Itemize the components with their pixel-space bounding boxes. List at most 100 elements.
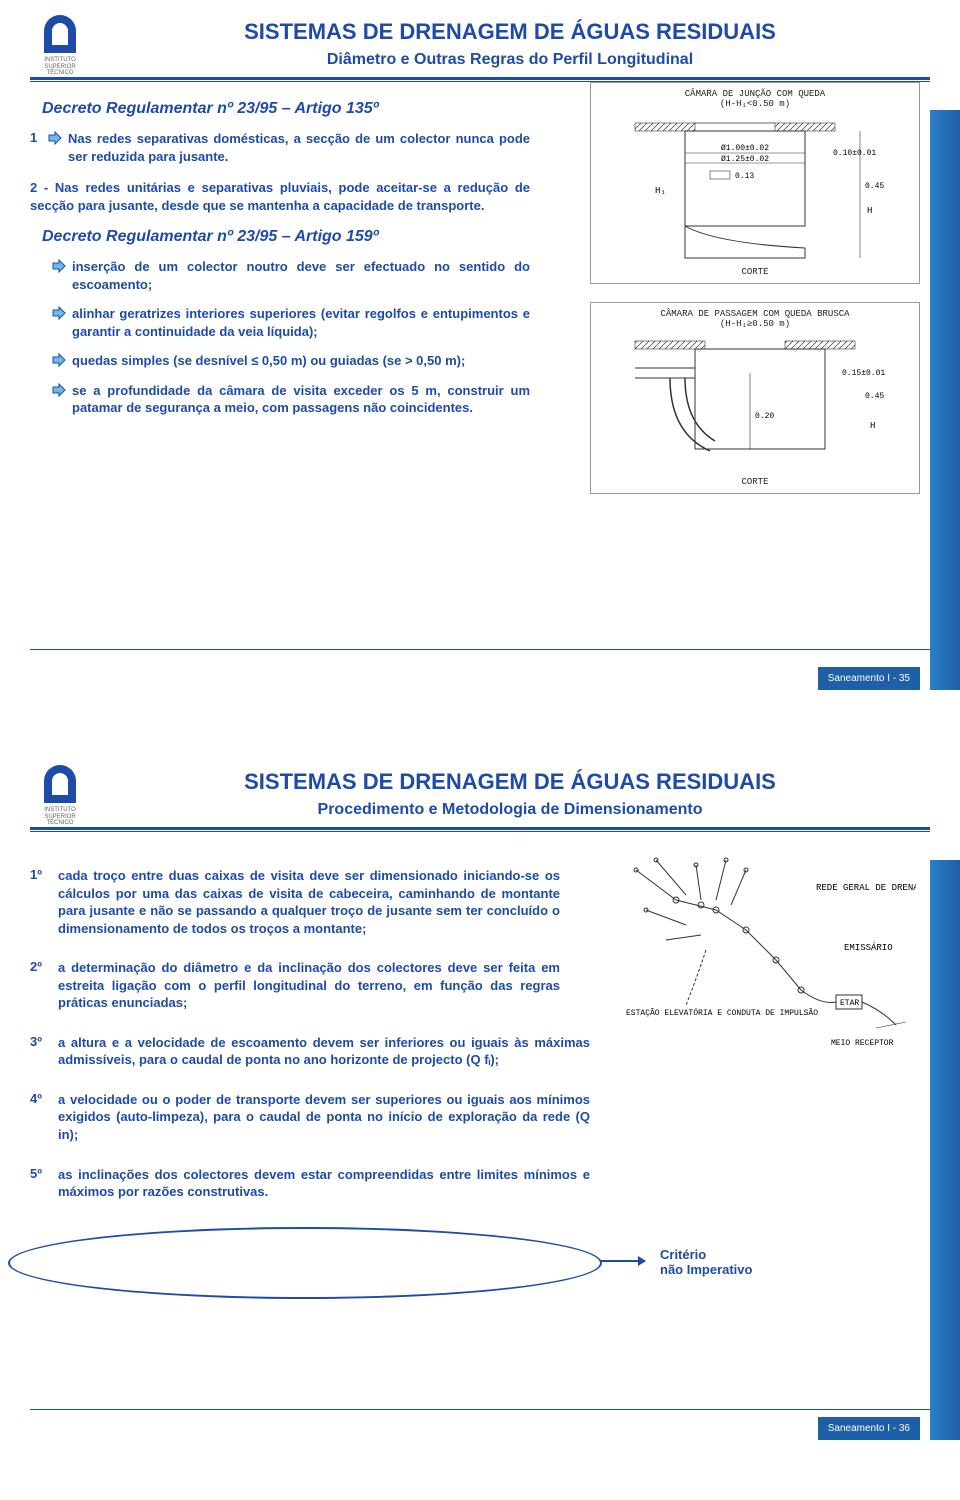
item-2-text: 2 - Nas redes unitárias e separativas pl… (30, 179, 530, 214)
arrow-icon (52, 259, 66, 273)
main-title: SISTEMAS DE DRENAGEM DE ÁGUAS RESIDUAIS (90, 19, 930, 45)
svg-text:Ø1.25±0.02: Ø1.25±0.02 (721, 155, 769, 164)
section-a-title: Decreto Regulamentar nº 23/95 – Artigo 1… (42, 100, 530, 118)
arrow-icon (52, 383, 66, 397)
diagram-2-title-l2: (H-H₁≥0.50 m) (720, 319, 790, 329)
svg-text:ETAR: ETAR (840, 999, 859, 1008)
title-block: SISTEMAS DE DRENAGEM DE ÁGUAS RESIDUAIS … (90, 765, 930, 827)
svg-text:Ø1.00±0.02: Ø1.00±0.02 (721, 144, 769, 153)
svg-text:0.45: 0.45 (865, 182, 884, 191)
bullet-item: quedas simples (se desnível ≤ 0,50 m) ou… (52, 352, 530, 370)
ord-item-3: 3º a altura e a velocidade de escoamento… (30, 1034, 590, 1069)
ord-num: 5º (30, 1166, 58, 1181)
logo-block: INSTITUTO SUPERIOR TÉCNICO (30, 765, 90, 827)
footer-label: Saneamento I - 36 (818, 1417, 920, 1440)
ord-text: cada troço entre duas caixas de visita d… (58, 867, 560, 937)
svg-text:REDE GERAL DE DRENAGEM: REDE GERAL DE DRENAGEM (816, 883, 916, 893)
ord-item-1: 1º cada troço entre duas caixas de visit… (30, 867, 560, 937)
bullet-text: inserção de um colector noutro deve ser … (72, 258, 530, 293)
svg-text:H: H (867, 206, 872, 216)
bullet-item: se a profundidade da câmara de visita ex… (52, 382, 530, 417)
bottom-rule (30, 649, 930, 650)
arrow-icon (48, 131, 62, 145)
bottom-rule (30, 1409, 930, 1410)
item-1-text: Nas redes separativas domésticas, a secç… (68, 130, 530, 165)
item-1-num: 1 (30, 130, 48, 145)
ord-num: 4º (30, 1091, 58, 1106)
logo-line1: INSTITUTO (44, 807, 76, 813)
arrow-icon (52, 306, 66, 320)
diagram-column: CÂMARA DE JUNÇÃO COM QUEDA (H-H₁<0.50 m)… (590, 82, 920, 512)
subtitle: Procedimento e Metodologia de Dimensiona… (90, 801, 930, 819)
title-underline (30, 827, 930, 830)
ordered-list: 1º cada troço entre duas caixas de visit… (30, 867, 560, 1012)
diagram-1-sketch: Ø1.00±0.02 Ø1.25±0.02 0.13 0.10±0.01 0.4… (597, 113, 913, 263)
ord-item-5: 5º as inclinações dos colectores devem e… (30, 1166, 590, 1201)
logo-line3: TÉCNICO (47, 70, 74, 76)
title-block: SISTEMAS DE DRENAGEM DE ÁGUAS RESIDUAIS … (90, 15, 930, 77)
left-column: Decreto Regulamentar nº 23/95 – Artigo 1… (30, 100, 530, 417)
ordered-list-2: 3º a altura e a velocidade de escoamento… (30, 1034, 590, 1201)
title-underline (30, 77, 930, 80)
footer-label: Saneamento I - 35 (818, 667, 920, 690)
logo-text: INSTITUTO SUPERIOR TÉCNICO (30, 57, 90, 77)
bullet-item: alinhar geratrizes interiores superiores… (52, 305, 530, 340)
bullet-item: inserção de um colector noutro deve ser … (52, 258, 530, 293)
svg-text:MEIO RECEPTOR: MEIO RECEPTOR (831, 1039, 894, 1048)
slide-36: INSTITUTO SUPERIOR TÉCNICO SISTEMAS DE D… (0, 750, 960, 1470)
ord-num: 2º (30, 959, 58, 974)
logo-block: INSTITUTO SUPERIOR TÉCNICO (30, 15, 90, 77)
slide-header: INSTITUTO SUPERIOR TÉCNICO SISTEMAS DE D… (0, 750, 960, 827)
crit-l1: Critério (660, 1247, 706, 1262)
bullet-text: alinhar geratrizes interiores superiores… (72, 305, 530, 340)
bullet-list: inserção de um colector noutro deve ser … (30, 258, 530, 417)
ord-num: 3º (30, 1034, 58, 1049)
ord-item-2: 2º a determinação do diâmetro e da incli… (30, 959, 560, 1012)
item-1: 1 Nas redes separativas domésticas, a se… (30, 130, 530, 165)
criterio-label: Critério não Imperativo (660, 1247, 752, 1277)
diagram-1-title-l2: (H-H₁<0.50 m) (720, 99, 790, 109)
logo-line2: SUPERIOR (44, 64, 75, 70)
ord-text: as inclinações dos colectores devem esta… (58, 1166, 590, 1201)
crit-l2: não Imperativo (660, 1262, 752, 1277)
bullet-text: se a profundidade da câmara de visita ex… (72, 382, 530, 417)
arrow-icon (52, 353, 66, 367)
logo-text: INSTITUTO SUPERIOR TÉCNICO (30, 807, 90, 827)
diagram-1-title: CÂMARA DE JUNÇÃO COM QUEDA (H-H₁<0.50 m) (597, 89, 913, 109)
ist-logo-icon (44, 765, 76, 803)
ord-text: a velocidade ou o poder de transporte de… (58, 1091, 590, 1144)
ellipse-annotation (8, 1227, 602, 1299)
slide-header: INSTITUTO SUPERIOR TÉCNICO SISTEMAS DE D… (0, 0, 960, 77)
slide-content: REDE GERAL DE DRENAGEM EMISSÁRIO ESTAÇÃO… (0, 832, 960, 1201)
diagram-1-title-l1: CÂMARA DE JUNÇÃO COM QUEDA (685, 89, 825, 99)
diagram-2-title: CÂMARA DE PASSAGEM COM QUEDA BRUSCA (H-H… (597, 309, 913, 329)
ord-num: 1º (30, 867, 58, 882)
diagram-1: CÂMARA DE JUNÇÃO COM QUEDA (H-H₁<0.50 m)… (590, 82, 920, 284)
svg-text:0.15±0.01: 0.15±0.01 (842, 369, 885, 378)
svg-text:EMISSÁRIO: EMISSÁRIO (844, 942, 893, 953)
svg-text:0.10±0.01: 0.10±0.01 (833, 149, 876, 158)
diagram-2-title-l1: CÂMARA DE PASSAGEM COM QUEDA BRUSCA (660, 309, 849, 319)
arrow-connector (600, 1260, 645, 1262)
svg-text:ESTAÇÃO ELEVATÓRIA E CONDUTA D: ESTAÇÃO ELEVATÓRIA E CONDUTA DE IMPULSÃO (626, 1008, 818, 1018)
ist-logo-icon (44, 15, 76, 53)
section-b-title: Decreto Regulamentar nº 23/95 – Artigo 1… (42, 228, 530, 246)
svg-text:H: H (870, 421, 875, 431)
slide-content: Decreto Regulamentar nº 23/95 – Artigo 1… (0, 82, 960, 417)
ord-text: a determinação do diâmetro e da inclinaç… (58, 959, 560, 1012)
svg-text:0.45: 0.45 (865, 392, 884, 401)
diagram-2-sketch: 0.15±0.01 0.20 0.45 H (597, 333, 913, 473)
diagram-2: CÂMARA DE PASSAGEM COM QUEDA BRUSCA (H-H… (590, 302, 920, 494)
svg-text:H₁: H₁ (655, 186, 666, 196)
svg-text:0.13: 0.13 (735, 172, 754, 181)
network-sketch: REDE GERAL DE DRENAGEM EMISSÁRIO ESTAÇÃO… (606, 850, 916, 1060)
ord-item-4: 4º a velocidade ou o poder de transporte… (30, 1091, 590, 1144)
logo-line3: TÉCNICO (47, 820, 74, 826)
svg-text:0.20: 0.20 (755, 412, 774, 421)
slide-35: INSTITUTO SUPERIOR TÉCNICO SISTEMAS DE D… (0, 0, 960, 720)
subtitle: Diâmetro e Outras Regras do Perfil Longi… (90, 51, 930, 69)
bullet-text: quedas simples (se desnível ≤ 0,50 m) ou… (72, 352, 465, 370)
logo-line2: SUPERIOR (44, 814, 75, 820)
main-title: SISTEMAS DE DRENAGEM DE ÁGUAS RESIDUAIS (90, 769, 930, 795)
ord-text: a altura e a velocidade de escoamento de… (58, 1034, 590, 1069)
